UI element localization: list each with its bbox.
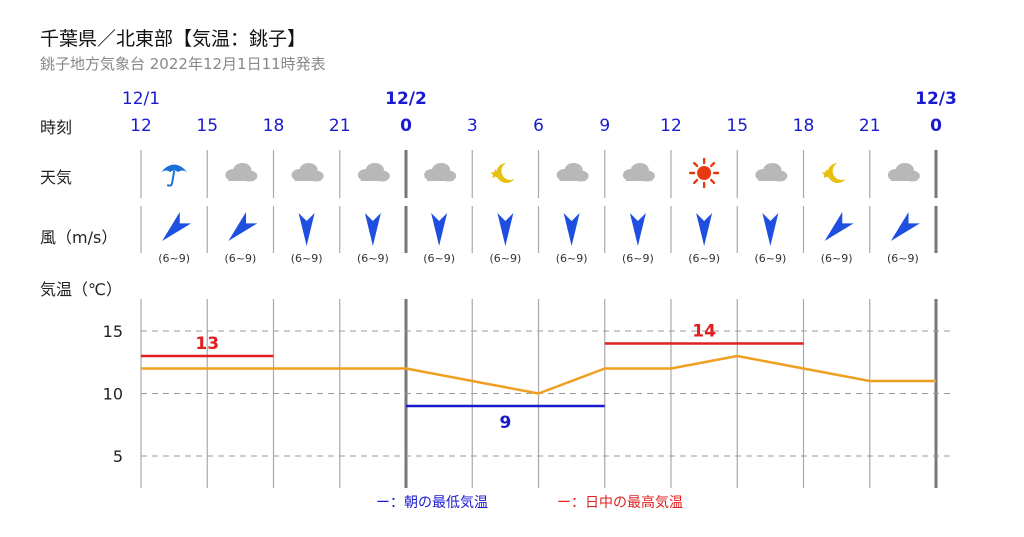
hour-label: 12 xyxy=(130,116,152,136)
min-temp-label: 9 xyxy=(499,413,511,433)
wind-speed-label: (6~9) xyxy=(423,252,455,265)
wind-speed-label: (6~9) xyxy=(754,252,786,265)
cloud-icon xyxy=(291,163,324,182)
wind-arrow-icon xyxy=(629,213,646,246)
legend-max-temp: ー：日中の最高気温 xyxy=(557,495,683,511)
hour-label: 9 xyxy=(599,116,610,136)
max-temp-label: 14 xyxy=(692,322,716,342)
hour-label: 21 xyxy=(329,116,351,136)
date-label: 12/2 xyxy=(385,89,427,109)
cloud-icon xyxy=(622,163,655,182)
cloud-icon xyxy=(755,163,788,182)
wind-arrow-icon xyxy=(696,213,713,246)
hour-label: 0 xyxy=(400,116,412,136)
wind-speed-label: (6~9) xyxy=(489,252,521,265)
hour-label: 12 xyxy=(660,116,682,136)
wind-arrow-icon xyxy=(431,213,448,246)
hour-label: 3 xyxy=(467,116,478,136)
wind-arrow-icon xyxy=(890,212,920,242)
wind-arrow-icon xyxy=(298,213,315,246)
cloud-icon xyxy=(357,163,390,182)
cloud-icon xyxy=(556,163,589,182)
moon-icon xyxy=(490,163,515,184)
hour-label: 15 xyxy=(196,116,218,136)
wind-speed-label: (6~9) xyxy=(158,252,190,265)
cloud-icon xyxy=(424,163,457,182)
umbrella-icon xyxy=(161,164,188,187)
page-title: 千葉県／北東部【気温：銚子】 xyxy=(40,28,307,50)
wind-speed-label: (6~9) xyxy=(821,252,853,265)
wind-speed-label: (6~9) xyxy=(622,252,654,265)
temp-row-label: 気温（℃） xyxy=(40,280,122,299)
hour-label: 15 xyxy=(726,116,748,136)
wind-arrow-icon xyxy=(824,212,854,242)
wind-row-label: 風（m/s） xyxy=(40,228,118,247)
hour-label: 21 xyxy=(859,116,881,136)
wind-speed-label: (6~9) xyxy=(291,252,323,265)
wind-arrow-icon xyxy=(228,212,258,242)
hour-label: 18 xyxy=(793,116,815,136)
wind-arrow-icon xyxy=(563,213,580,246)
wind-arrow-icon xyxy=(497,213,514,246)
y-tick-label: 5 xyxy=(113,447,123,466)
hour-label: 0 xyxy=(930,116,942,136)
temperature-line xyxy=(141,354,936,395)
wind-speed-label: (6~9) xyxy=(556,252,588,265)
y-tick-label: 10 xyxy=(103,385,123,404)
y-tick-label: 15 xyxy=(103,322,123,341)
sun-icon xyxy=(688,157,720,189)
wind-speed-label: (6~9) xyxy=(887,252,919,265)
wind-arrow-icon xyxy=(762,213,779,246)
time-row-label: 時刻 xyxy=(40,118,73,137)
weather-row-label: 天気 xyxy=(40,168,73,187)
hour-label: 18 xyxy=(263,116,285,136)
wind-arrow-icon xyxy=(162,212,192,242)
legend-min-temp: ー：朝の最低気温 xyxy=(376,495,488,511)
max-temp-label: 13 xyxy=(195,334,219,354)
moon-icon xyxy=(821,163,846,183)
page-subtitle: 銚子地方気象台 2022年12月1日11時発表 xyxy=(40,55,326,73)
wind-speed-label: (6~9) xyxy=(224,252,256,265)
wind-speed-label: (6~9) xyxy=(688,252,720,265)
wind-arrow-icon xyxy=(364,213,381,246)
hour-label: 6 xyxy=(533,116,544,136)
date-label: 12/3 xyxy=(915,89,957,109)
wind-speed-label: (6~9) xyxy=(357,252,389,265)
cloud-icon xyxy=(225,163,258,182)
date-label: 12/1 xyxy=(122,89,160,109)
cloud-icon xyxy=(887,163,920,182)
